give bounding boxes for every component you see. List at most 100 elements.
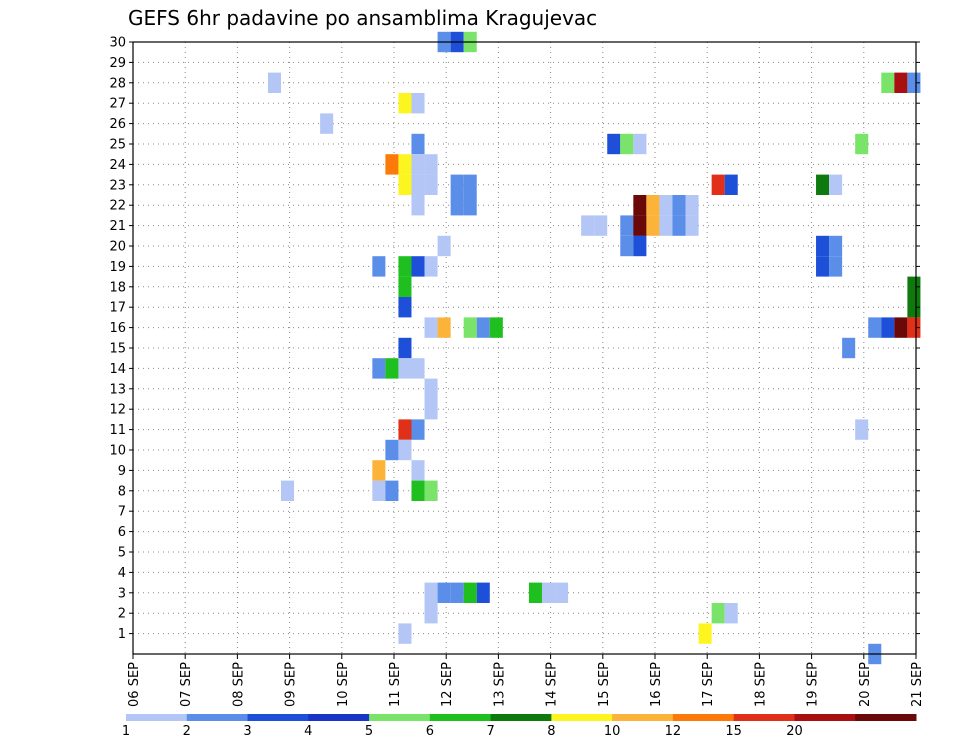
heatmap-cell bbox=[633, 215, 647, 236]
heatmap-cell bbox=[398, 93, 412, 114]
heatmap-cell bbox=[450, 195, 464, 216]
chart-title: GEFS 6hr padavine po ansamblima Kragujev… bbox=[128, 6, 598, 30]
colorbar-segment bbox=[126, 714, 188, 721]
heatmap-cell bbox=[842, 337, 856, 359]
heatmap-cell bbox=[411, 133, 425, 155]
x-tick-label: 08 SEP bbox=[231, 662, 246, 707]
heatmap-cell bbox=[907, 317, 921, 338]
x-tick-label: 19 SEP bbox=[806, 662, 821, 707]
y-tick-label: 10 bbox=[109, 444, 126, 459]
y-tick-label: 11 bbox=[109, 423, 126, 438]
y-tick-label: 5 bbox=[118, 546, 126, 561]
heatmap-cell bbox=[724, 603, 738, 624]
colorbar-segment bbox=[490, 714, 552, 721]
heatmap-cell bbox=[398, 623, 412, 644]
y-tick-label: 8 bbox=[118, 484, 126, 499]
heatmap-cell bbox=[398, 337, 412, 359]
colorbar-label: 3 bbox=[243, 724, 251, 739]
heatmap-cell bbox=[476, 317, 490, 338]
colorbar-label: 6 bbox=[426, 724, 434, 739]
y-tick-label: 26 bbox=[109, 117, 126, 132]
heatmap-cell bbox=[607, 133, 621, 155]
y-tick-label: 18 bbox=[109, 280, 126, 295]
x-tick-label: 11 SEP bbox=[388, 662, 403, 707]
colorbar-segment bbox=[369, 714, 431, 721]
heatmap-cell bbox=[868, 317, 882, 338]
colorbar-label: 5 bbox=[365, 724, 373, 739]
heatmap-cell bbox=[267, 72, 281, 93]
x-tick-label: 21 SEP bbox=[910, 662, 925, 707]
colorbar-segment bbox=[855, 714, 917, 721]
heatmap-cell bbox=[411, 480, 425, 501]
x-tick-label: 15 SEP bbox=[597, 662, 612, 707]
heatmap-cell bbox=[372, 256, 386, 277]
heatmap-cell bbox=[881, 72, 895, 93]
heatmap-cell bbox=[411, 195, 425, 216]
heatmap-cell bbox=[437, 235, 451, 257]
y-tick-label: 21 bbox=[109, 219, 126, 234]
y-tick-label: 2 bbox=[118, 607, 126, 622]
heatmap-cell bbox=[633, 195, 647, 216]
y-tick-label: 9 bbox=[118, 464, 126, 479]
heatmap-cell bbox=[424, 378, 438, 399]
colorbar-segment bbox=[186, 714, 249, 721]
heatmap-cell bbox=[659, 215, 673, 236]
x-tick-label: 07 SEP bbox=[179, 662, 194, 707]
heatmap-cell bbox=[398, 358, 412, 379]
y-tick-label: 19 bbox=[109, 260, 126, 275]
heatmap-cell bbox=[385, 358, 399, 379]
heatmap-cell bbox=[489, 317, 503, 338]
heatmap-cell bbox=[633, 133, 647, 155]
heatmap-cell bbox=[385, 439, 399, 461]
heatmap-cell bbox=[894, 317, 908, 338]
colorbar-segment bbox=[794, 714, 856, 721]
heatmap-cell bbox=[711, 603, 725, 624]
colorbar-segment bbox=[612, 714, 674, 721]
y-tick-label: 13 bbox=[109, 382, 126, 397]
colorbar-label: 20 bbox=[786, 724, 803, 739]
heatmap-cell bbox=[385, 154, 399, 175]
heatmap-cell bbox=[372, 358, 386, 379]
y-tick-label: 25 bbox=[109, 138, 126, 153]
x-tick-label: 10 SEP bbox=[336, 662, 351, 707]
x-tick-label: 18 SEP bbox=[753, 662, 768, 707]
y-tick-label: 4 bbox=[118, 566, 126, 581]
heatmap-cell bbox=[424, 399, 438, 420]
heatmap-cell bbox=[829, 174, 843, 195]
y-tick-label: 20 bbox=[109, 240, 126, 255]
heatmap-cell bbox=[620, 133, 634, 155]
heatmap-cell bbox=[411, 358, 425, 379]
heatmap-cell bbox=[829, 235, 843, 257]
heatmap-cell bbox=[398, 439, 412, 461]
heatmap-cell bbox=[411, 93, 425, 114]
heatmap-cell bbox=[463, 195, 477, 216]
heatmap-cell bbox=[424, 480, 438, 501]
y-tick-label: 24 bbox=[109, 158, 126, 173]
heatmap-cell bbox=[685, 195, 699, 216]
heatmap-cell bbox=[320, 113, 334, 134]
heatmap-cell bbox=[372, 460, 386, 481]
heatmap-cell bbox=[907, 297, 921, 318]
y-tick-label: 30 bbox=[109, 36, 126, 51]
heatmap-cell bbox=[411, 256, 425, 277]
y-tick-label: 14 bbox=[109, 362, 126, 377]
heatmap-cell bbox=[450, 582, 464, 603]
y-tick-label: 22 bbox=[109, 199, 126, 214]
heatmap-cell bbox=[829, 256, 843, 277]
heatmap-cell bbox=[398, 276, 412, 297]
heatmap-cell bbox=[816, 256, 830, 277]
heatmap-cell bbox=[476, 582, 490, 603]
heatmap-cell bbox=[411, 154, 425, 175]
y-tick-label: 15 bbox=[109, 342, 126, 357]
heatmap-cell bbox=[372, 480, 386, 501]
y-tick-label: 1 bbox=[118, 627, 126, 642]
heatmap-cell bbox=[907, 276, 921, 297]
y-tick-label: 16 bbox=[109, 321, 126, 336]
heatmap-cell bbox=[424, 317, 438, 338]
heatmap-cell bbox=[581, 215, 595, 236]
heatmap-cell bbox=[398, 154, 412, 175]
heatmap-cell bbox=[411, 460, 425, 481]
heatmap-cell bbox=[672, 195, 686, 216]
colorbar-label: 2 bbox=[183, 724, 191, 739]
